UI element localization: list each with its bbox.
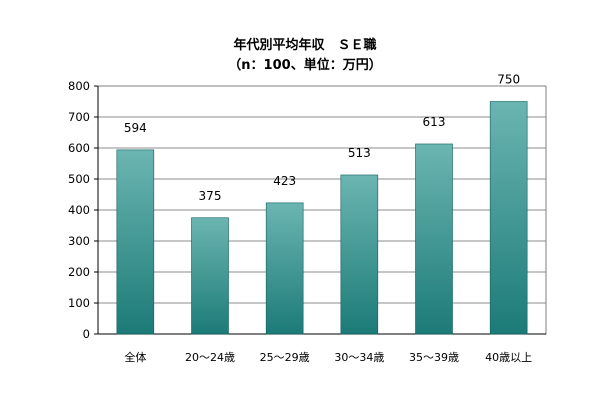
bar bbox=[191, 217, 229, 335]
x-category-label: 全体 bbox=[124, 350, 146, 364]
bar-value-label: 750 bbox=[497, 73, 520, 87]
y-tick-label: 700 bbox=[68, 110, 90, 124]
x-category-label: 30～34歳 bbox=[334, 351, 384, 364]
bar bbox=[489, 101, 528, 335]
x-category-label: 20～24歳 bbox=[185, 351, 235, 364]
chart-subtitle: （n：100、単位：万円） bbox=[228, 58, 382, 73]
bar bbox=[340, 174, 379, 335]
bar-value-label: 513 bbox=[348, 146, 371, 160]
y-tick-label: 800 bbox=[68, 79, 90, 93]
x-category-label: 25～29歳 bbox=[260, 351, 310, 364]
bar bbox=[415, 143, 453, 335]
y-tick-label: 0 bbox=[83, 327, 90, 341]
bar-value-label: 594 bbox=[124, 121, 147, 135]
bar bbox=[116, 149, 155, 335]
bar-value-label: 375 bbox=[199, 189, 222, 203]
y-tick-label: 200 bbox=[68, 265, 90, 279]
chart-title: 年代別平均年収 ＳＥ職 bbox=[233, 38, 377, 53]
bar-value-label: 613 bbox=[423, 115, 446, 129]
y-tick-label: 500 bbox=[68, 172, 90, 186]
y-tick-label: 100 bbox=[68, 296, 90, 310]
y-tick-label: 300 bbox=[68, 234, 90, 248]
y-tick-label: 400 bbox=[68, 203, 90, 217]
x-category-label: 35～39歳 bbox=[409, 351, 459, 364]
bar bbox=[265, 202, 304, 335]
y-tick-label: 600 bbox=[68, 141, 90, 155]
bar-value-label: 423 bbox=[273, 174, 296, 188]
x-category-label: 40歳以上 bbox=[485, 351, 532, 364]
